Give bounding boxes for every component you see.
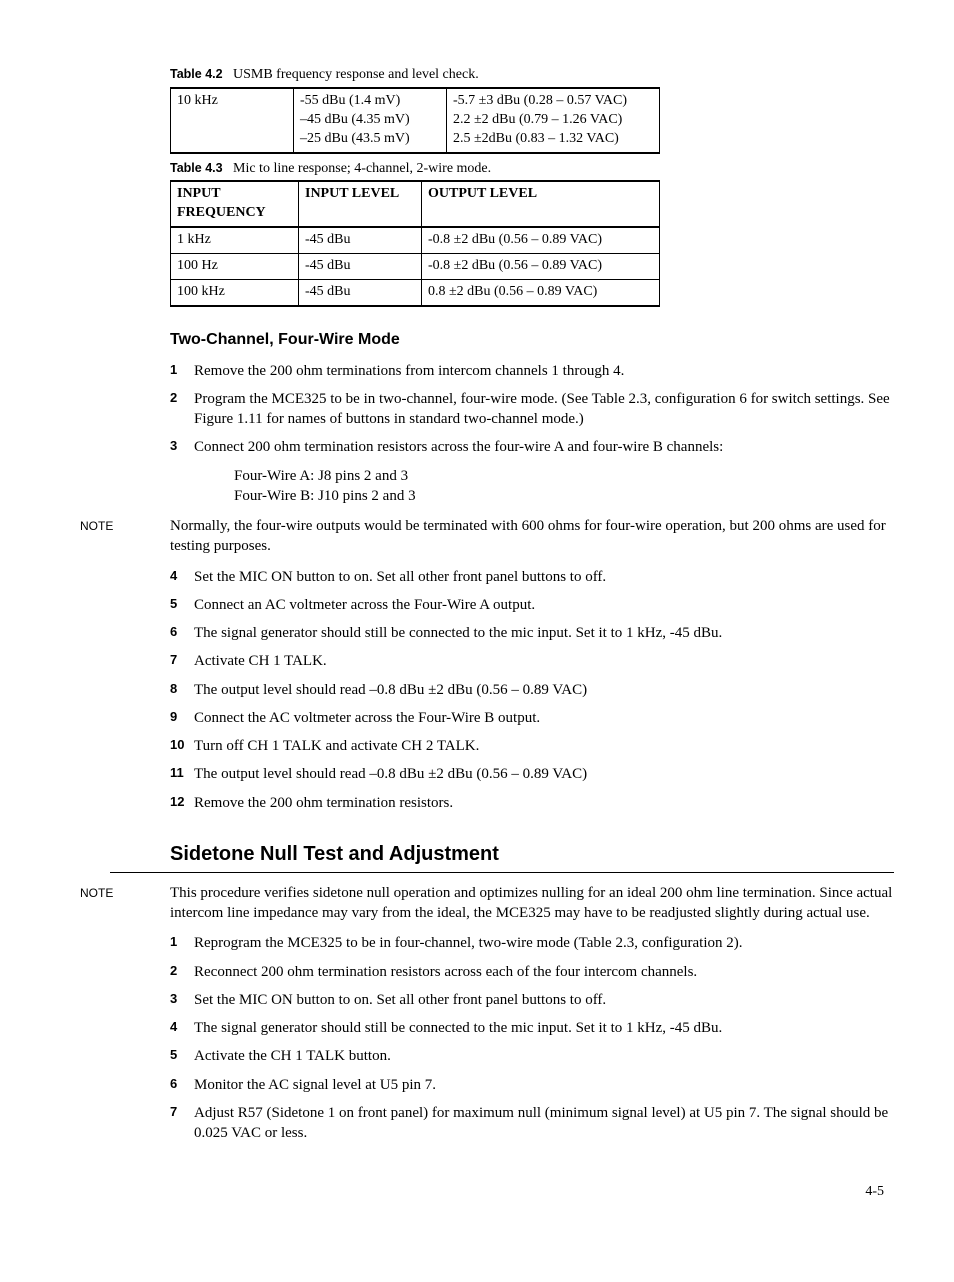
step-item: 5Activate the CH 1 TALK button. xyxy=(170,1046,894,1066)
table-number: Table 4.2 xyxy=(170,67,223,81)
cell: -5.7 ±3 dBu (0.28 – 0.57 VAC) 2.2 ±2 dBu… xyxy=(447,88,660,153)
table-row: 100 Hz -45 dBu -0.8 ±2 dBu (0.56 – 0.89 … xyxy=(171,254,660,280)
step-item: 3Connect 200 ohm termination resistors a… xyxy=(170,437,894,457)
note: NOTE This procedure verifies sidetone nu… xyxy=(110,883,894,924)
step-item: 5Connect an AC voltmeter across the Four… xyxy=(170,595,894,615)
step-item: 9Connect the AC voltmeter across the Fou… xyxy=(170,708,894,728)
col-header: INPUT LEVEL xyxy=(299,181,422,227)
note-label: NOTE xyxy=(80,883,140,901)
step-list: 4Set the MIC ON button to on. Set all ot… xyxy=(170,567,894,813)
table-row: 100 kHz -45 dBu 0.8 ±2 dBu (0.56 – 0.89 … xyxy=(171,280,660,306)
step-item: 2Reconnect 200 ohm termination resistors… xyxy=(170,962,894,982)
note-label: NOTE xyxy=(80,516,140,534)
step-list: 1Reprogram the MCE325 to be in four-chan… xyxy=(170,933,894,1143)
step-item: 10Turn off CH 1 TALK and activate CH 2 T… xyxy=(170,736,894,756)
step-item: 7Adjust R57 (Sidetone 1 on front panel) … xyxy=(170,1103,894,1144)
cell: 10 kHz xyxy=(171,88,294,153)
step-item: 6Monitor the AC signal level at U5 pin 7… xyxy=(170,1075,894,1095)
table-header-row: INPUT FREQUENCY INPUT LEVEL OUTPUT LEVEL xyxy=(171,181,660,227)
table-caption-text: USMB frequency response and level check. xyxy=(233,67,479,82)
step-item: 11The output level should read –0.8 dBu … xyxy=(170,764,894,784)
step-item: 2Program the MCE325 to be in two-channel… xyxy=(170,389,894,430)
step-item: 1Reprogram the MCE325 to be in four-chan… xyxy=(170,933,894,953)
table-row: 1 kHz -45 dBu -0.8 ±2 dBu (0.56 – 0.89 V… xyxy=(171,227,660,253)
note-body: Normally, the four-wire outputs would be… xyxy=(170,516,894,557)
col-header: OUTPUT LEVEL xyxy=(422,181,660,227)
table-caption-text: Mic to line response; 4-channel, 2-wire … xyxy=(233,161,491,176)
table-caption-42: Table 4.2 USMB frequency response and le… xyxy=(170,66,894,85)
section-heading: Sidetone Null Test and Adjustment xyxy=(110,841,894,873)
step-list: 1Remove the 200 ohm terminations from in… xyxy=(170,361,894,458)
table-42: 10 kHz -55 dBu (1.4 mV) –45 dBu (4.35 mV… xyxy=(170,87,660,154)
step-item: 8The output level should read –0.8 dBu ±… xyxy=(170,680,894,700)
table-row: 10 kHz -55 dBu (1.4 mV) –45 dBu (4.35 mV… xyxy=(171,88,660,153)
step-item: 1Remove the 200 ohm terminations from in… xyxy=(170,361,894,381)
step-item: 6The signal generator should still be co… xyxy=(170,623,894,643)
step-item: 12Remove the 200 ohm termination resisto… xyxy=(170,793,894,813)
note-body: This procedure verifies sidetone null op… xyxy=(170,883,894,924)
table-number: Table 4.3 xyxy=(170,161,223,175)
step-item: 4The signal generator should still be co… xyxy=(170,1018,894,1038)
table-43: INPUT FREQUENCY INPUT LEVEL OUTPUT LEVEL… xyxy=(170,180,660,306)
table-caption-43: Table 4.3 Mic to line response; 4-channe… xyxy=(170,160,894,179)
note: NOTE Normally, the four-wire outputs wou… xyxy=(110,516,894,557)
step-item: 7Activate CH 1 TALK. xyxy=(170,651,894,671)
col-header: INPUT FREQUENCY xyxy=(171,181,299,227)
step-item: 3Set the MIC ON button to on. Set all ot… xyxy=(170,990,894,1010)
indent-block: Four-Wire A: J8 pins 2 and 3 Four-Wire B… xyxy=(234,466,894,507)
step-item: 4Set the MIC ON button to on. Set all ot… xyxy=(170,567,894,587)
cell: -55 dBu (1.4 mV) –45 dBu (4.35 mV) –25 d… xyxy=(294,88,447,153)
subsection-heading: Two-Channel, Four-Wire Mode xyxy=(170,329,894,351)
page-number: 4-5 xyxy=(110,1183,894,1202)
